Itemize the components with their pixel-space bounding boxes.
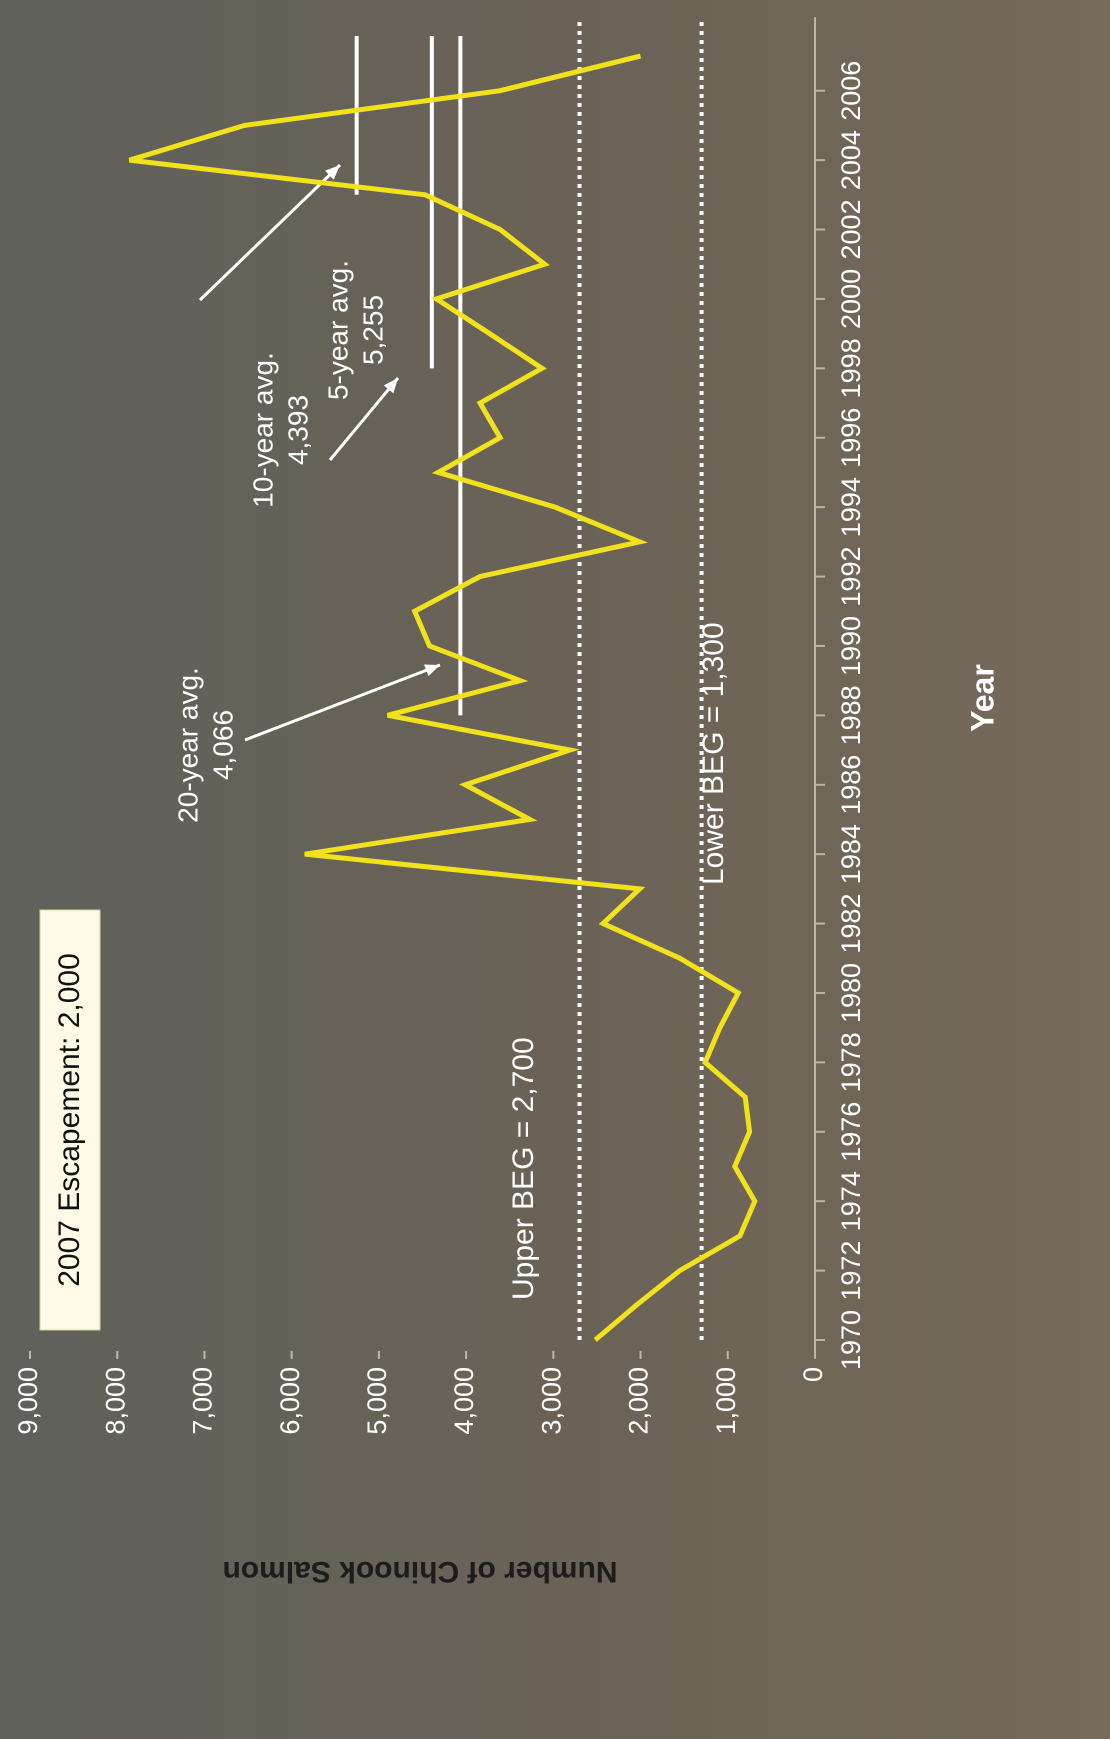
x-tick-label: 2006 <box>836 61 866 121</box>
x-tick-label: 1998 <box>836 338 866 398</box>
arrow-shaft <box>244 663 441 742</box>
x-tick-label: 1986 <box>836 755 866 815</box>
x-tick-label: 1978 <box>836 1032 866 1092</box>
goal-label: Upper BEG = 2,700 <box>507 1037 540 1300</box>
average-value: 4,393 <box>282 395 313 465</box>
x-tick-label: 1992 <box>836 547 866 607</box>
annotation-box <box>39 909 101 1331</box>
arrow-shaft <box>328 377 400 461</box>
average-value: 5,255 <box>357 295 388 365</box>
x-tick-label: 1976 <box>836 1102 866 1162</box>
arrow-head <box>424 664 440 677</box>
x-tick-label: 1994 <box>836 477 866 537</box>
x-tick-label: 1974 <box>836 1171 866 1231</box>
y-tick-label: 7,000 <box>188 1367 218 1435</box>
x-tick-label: 1990 <box>836 616 866 676</box>
rotated-chart: 2007 Escapement: 2,000 Year Number of Ch… <box>13 17 1000 1588</box>
y-tick-label: 5,000 <box>362 1367 392 1435</box>
y-tick-label: 1,000 <box>711 1367 741 1435</box>
x-tick-label: 1982 <box>836 894 866 954</box>
x-tick-label: 1980 <box>836 963 866 1023</box>
y-axis-label: Number of Chinook Salmon <box>222 1555 617 1588</box>
y-tick-label: 9,000 <box>13 1367 43 1435</box>
series-line <box>128 53 758 1342</box>
arrow-shaft <box>198 163 342 302</box>
average-label: 5-year avg. <box>322 260 353 400</box>
arrow-head <box>383 378 398 394</box>
x-tick-label: 1988 <box>836 685 866 745</box>
average-label: 20-year avg. <box>172 667 203 823</box>
x-tick-label: 2002 <box>836 199 866 259</box>
x-tick-label: 1996 <box>836 408 866 468</box>
arrow-head <box>325 165 340 180</box>
y-tick-label: 3,000 <box>536 1367 566 1435</box>
y-tick-label: 2,000 <box>624 1367 654 1435</box>
y-tick-label: 6,000 <box>275 1367 305 1435</box>
annotation: 2007 Escapement: 2,000 <box>53 953 86 1287</box>
y-tick-label: 0 <box>798 1367 828 1382</box>
average-value: 4,066 <box>207 710 238 780</box>
goal-label: Lower BEG = 1,300 <box>697 622 730 885</box>
x-tick-label: 1984 <box>836 824 866 884</box>
x-tick-label: 1972 <box>836 1241 866 1301</box>
x-axis-label: Year <box>964 664 1000 732</box>
average-label: 10-year avg. <box>247 352 278 508</box>
x-tick-label: 1970 <box>836 1310 866 1370</box>
y-tick-label: 4,000 <box>449 1367 479 1435</box>
x-tick-label: 2000 <box>836 269 866 329</box>
x-tick-label: 2004 <box>836 130 866 190</box>
y-tick-label: 8,000 <box>100 1367 130 1435</box>
